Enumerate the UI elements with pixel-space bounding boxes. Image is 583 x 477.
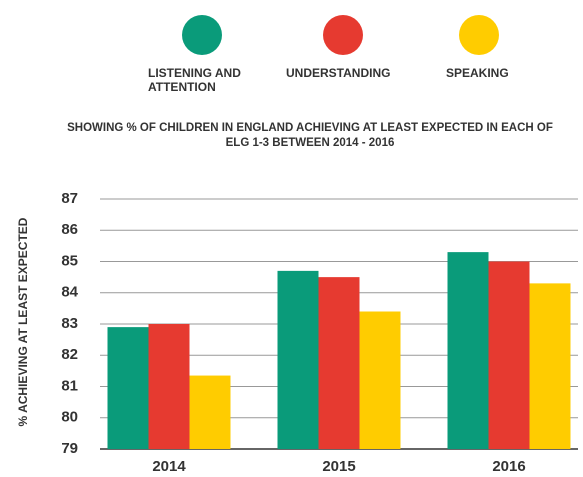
x-tick-label: 2015 [322,458,355,475]
bar [359,311,401,449]
legend-swatch [459,15,499,55]
legend-swatch [182,15,222,55]
legend-label: LISTENING AND ATTENTION [148,66,241,94]
y-axis-label: % ACHIEVING AT LEAST EXPECTED [16,217,30,426]
x-tick-label: 2016 [492,458,525,475]
legend-label: SPEAKING [446,66,509,80]
y-tick-label: 86 [61,221,78,238]
y-tick-label: 82 [61,346,78,363]
bar [488,261,530,449]
x-tick-label: 2014 [152,458,186,475]
legend-swatch [323,15,363,55]
y-tick-label: 83 [61,315,78,332]
y-tick-label: 79 [61,440,78,457]
y-tick-label: 84 [61,284,78,301]
bar [277,270,319,449]
bar [529,283,571,449]
chart-title: SHOWING % OF CHILDREN IN ENGLAND ACHIEVI… [67,122,553,149]
bar [318,277,360,449]
bar [447,252,489,449]
y-tick-label: 81 [61,377,78,394]
y-tick-label: 85 [61,252,78,269]
bar [107,327,149,449]
y-tick-label: 87 [61,190,78,207]
legend-label: UNDERSTANDING [286,66,391,80]
bar [148,324,190,449]
y-tick-label: 80 [61,409,78,426]
bar [189,375,231,449]
